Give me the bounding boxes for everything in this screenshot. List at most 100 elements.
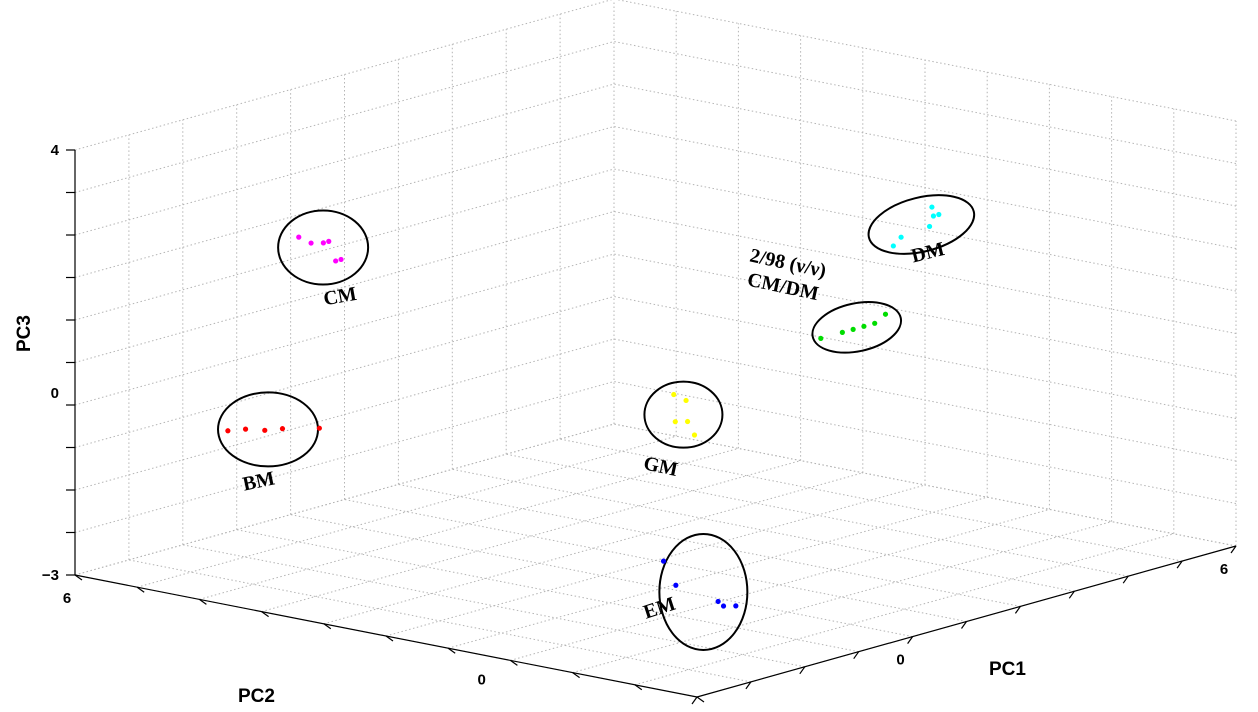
- tick-mark-pc2: [261, 611, 269, 618]
- point-cm: [338, 256, 344, 263]
- axis-title-pc3: PC3: [14, 315, 35, 352]
- point-gm: [672, 419, 678, 425]
- point-gm: [684, 418, 691, 425]
- grid-lines: [74, 0, 1237, 698]
- grid-line: [560, 438, 1183, 562]
- tick-mark-pc1: [745, 681, 752, 690]
- tick-mark-pc1: [961, 621, 967, 629]
- tick-mark-pc2: [510, 659, 518, 666]
- grid-line: [236, 529, 859, 653]
- point-em: [660, 558, 667, 564]
- cluster-label-bm: BM: [241, 467, 277, 495]
- point-gm: [671, 391, 677, 398]
- tick-mark-pc1: [799, 666, 806, 675]
- point-dm: [929, 204, 935, 210]
- cluster-label-gm: GM: [642, 452, 680, 481]
- grid-line: [261, 460, 801, 613]
- grid-line: [74, 381, 615, 533]
- grid-line: [74, 126, 615, 278]
- tick-labels: −406−306−304: [42, 142, 1228, 688]
- grid-line: [398, 483, 1021, 607]
- point-cm-dm: [872, 320, 878, 326]
- tick-mark-pc1: [1122, 575, 1129, 584]
- tick-label-pc3: 0: [51, 385, 59, 402]
- cluster-ellipse-cm-dm: [811, 301, 903, 354]
- point-cm: [326, 238, 332, 244]
- grid-line: [74, 41, 615, 193]
- point-bm: [262, 427, 268, 433]
- grid-line: [616, 0, 1237, 122]
- cluster-ellipse-em: [658, 532, 749, 651]
- point-bm: [316, 425, 322, 431]
- tick-label-pc1: 0: [896, 652, 904, 669]
- point-cm: [333, 258, 339, 264]
- cluster-ellipse-cm: [277, 209, 370, 286]
- grid-line: [323, 472, 863, 625]
- tick-label-pc3: 4: [51, 142, 60, 159]
- tick-mark-pc2: [323, 623, 332, 630]
- tick-mark-pc2: [136, 586, 145, 593]
- point-cm-dm: [850, 326, 856, 332]
- tick-label-pc2: 6: [63, 590, 71, 607]
- grid-line: [74, 0, 613, 151]
- grid-line: [182, 544, 805, 668]
- cluster-labels: BM CM GM EM 2/98 (ν/ν)CM/DM DM: [241, 238, 947, 624]
- grid-line: [199, 447, 739, 600]
- point-gm: [691, 432, 698, 438]
- grid-line: [613, 211, 1237, 334]
- grid-line: [613, 126, 1237, 249]
- data-points: [225, 204, 942, 609]
- grid-line: [613, 83, 1237, 207]
- point-bm: [242, 426, 249, 432]
- grid-line: [572, 521, 1112, 674]
- grid-line: [74, 296, 615, 448]
- grid-line: [613, 423, 1237, 547]
- point-cm: [296, 234, 302, 240]
- tick-mark-pc1: [1176, 560, 1183, 569]
- grid-line: [74, 423, 615, 576]
- grid-line: [452, 468, 1075, 592]
- point-em: [673, 582, 679, 588]
- tick-mark-pc2: [385, 635, 394, 642]
- tick-mark-pc1: [691, 696, 698, 705]
- axes: [66, 149, 1237, 705]
- point-em: [733, 603, 739, 609]
- cluster-ellipses: [217, 194, 976, 651]
- point-cm: [308, 240, 314, 246]
- tick-mark-pc2: [572, 672, 580, 679]
- point-cm: [320, 240, 326, 246]
- point-cm-dm: [839, 329, 845, 335]
- grid-line: [344, 499, 967, 622]
- tick-mark-pc1: [853, 651, 860, 660]
- cluster-ellipse-dm: [867, 194, 976, 255]
- point-em: [720, 603, 727, 609]
- grid-line: [74, 168, 615, 321]
- grid-line: [74, 338, 615, 491]
- tick-mark-pc2: [634, 684, 643, 691]
- point-cm-dm: [861, 323, 867, 329]
- point-dm: [930, 213, 937, 219]
- grid-line: [74, 211, 615, 363]
- grid-line: [385, 484, 926, 637]
- grid-line: [137, 435, 677, 588]
- cluster-label-dm: DM: [909, 238, 947, 267]
- cluster-label-cm-dm: 2/98 (ν/ν)CM/DM: [743, 245, 828, 306]
- cluster-label-em: EM: [641, 593, 679, 624]
- tick-mark-pc1: [907, 636, 914, 644]
- tick-mark-pc2: [696, 696, 705, 703]
- tick-mark-pc1: [1068, 590, 1075, 599]
- grid-line: [128, 559, 751, 683]
- grid-line: [448, 496, 988, 649]
- tick-mark-pc2: [74, 574, 83, 581]
- cluster-ellipse-gm: [643, 380, 724, 449]
- tick-mark-pc1: [1014, 606, 1021, 614]
- axis-title-pc2: PC2: [238, 686, 275, 707]
- grid-line: [634, 533, 1174, 686]
- grid-line: [613, 253, 1237, 377]
- point-dm: [890, 243, 896, 249]
- tick-mark-pc2: [199, 598, 207, 605]
- grid-line: [613, 168, 1237, 292]
- grid-line: [613, 296, 1237, 419]
- grid-line: [613, 41, 1237, 164]
